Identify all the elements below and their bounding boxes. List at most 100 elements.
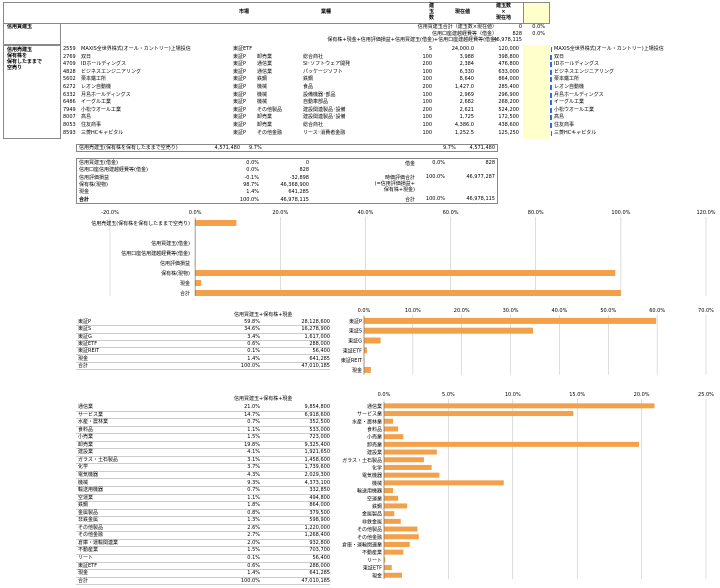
bar bbox=[384, 464, 432, 470]
short-label: 信用売建玉 保有株を 保有したままで 空売り bbox=[7, 47, 42, 71]
industry2: 建設関連製品･設備 bbox=[303, 106, 346, 113]
bar bbox=[384, 403, 655, 409]
row-pct: 1.5% bbox=[247, 547, 260, 554]
industry1: 卸売業 bbox=[257, 53, 273, 60]
category-label: 小売業 bbox=[367, 434, 382, 441]
short-row: 7949 小松ウオール工業 東証P その他製品 建設関連製品･設備 200 2,621 524… bbox=[61, 107, 717, 114]
short-row: 6332 月島ホールディングス 東証P 機械 設備機器･部品 100 2,969 296,90… bbox=[61, 92, 717, 99]
short-total-pct2: 9.7% bbox=[443, 145, 456, 151]
top-table: 市場 業種 建 玉 数 現在値 建玉数 × 現在地 信用買建玉 信用買建玉合計（… bbox=[3, 2, 717, 142]
total-label: 保有株+現金+信用評価損益+信用買建玉(借金)+信用口座建越経費等(借金) bbox=[327, 37, 497, 43]
name: IDホールディングス bbox=[81, 61, 126, 68]
row-pct: 19.8% bbox=[244, 441, 260, 448]
row-pct: 0.7% bbox=[247, 419, 260, 426]
tick-label: 100.0% bbox=[611, 210, 630, 216]
industry2: 設備機器･部品 bbox=[303, 91, 336, 98]
category-label: 通信業 bbox=[367, 403, 382, 410]
row-label: 東証G bbox=[78, 333, 92, 340]
row-label: 東証S bbox=[78, 326, 92, 333]
table-row: 合計 100.0% 47,010,185 bbox=[76, 578, 330, 586]
bar bbox=[384, 434, 404, 440]
category-label: 信用評価損益 bbox=[160, 260, 190, 267]
category-label: サービス業 bbox=[357, 411, 382, 418]
row-pct: 14.7% bbox=[244, 411, 260, 418]
row-pct: 0.6% bbox=[247, 562, 260, 569]
short-row: 8053住友商事東証P卸売業総合商社1004,386.0438,6000.9%住… bbox=[61, 122, 717, 129]
summary-table: 信用買建玉(借金) 0.0% 0 信用口座信用建越経費等(借金) 0.0% 828 信用評価… bbox=[76, 158, 498, 204]
code: 2769 bbox=[63, 53, 76, 60]
row-value: 1,458,600 bbox=[304, 456, 330, 463]
value: 268,200 bbox=[498, 99, 519, 106]
market: 東証P bbox=[233, 122, 247, 128]
row-value: 2,029,300 bbox=[304, 471, 330, 478]
summary-label: 保有株(現物) bbox=[79, 181, 108, 188]
header-market: 市場 bbox=[239, 9, 250, 15]
table-row: 金属製品 0.8% 379,500 bbox=[76, 510, 330, 518]
summary-pct: -0.1% bbox=[244, 174, 259, 181]
bar bbox=[364, 337, 381, 344]
tick-label: 120.0% bbox=[696, 210, 715, 216]
industry2: リース･消費者金融 bbox=[303, 129, 346, 136]
bar bbox=[384, 503, 408, 509]
tick-label: 0.0% bbox=[358, 308, 371, 314]
code: 6486 bbox=[63, 99, 76, 106]
short-row: 6486イーグル工業東証P機械自動車部品1002,682268,2000.6%イ… bbox=[61, 99, 717, 106]
short-total-value: 4,571,480 bbox=[214, 145, 240, 151]
table-row: その他製品 2.6% 1,220,000 bbox=[76, 525, 330, 533]
table-row: 小売業 1.5% 723,000 bbox=[76, 434, 330, 442]
industry2: 総合商社 bbox=[303, 122, 324, 128]
bar bbox=[384, 557, 386, 563]
name2: レオン自動機 bbox=[554, 84, 585, 90]
summary-pct: 1.4% bbox=[246, 189, 259, 196]
bar bbox=[195, 220, 237, 226]
bar bbox=[384, 541, 410, 547]
row-value: 494,800 bbox=[309, 494, 330, 501]
tick-label: 0.0% bbox=[378, 392, 391, 398]
category-label: 化学 bbox=[372, 464, 382, 471]
name: レオン自動機 bbox=[81, 84, 112, 90]
name2: IDホールディングス bbox=[554, 61, 599, 68]
row-label: 東証ETF bbox=[78, 562, 98, 569]
total-pct: 0.0% bbox=[532, 24, 545, 30]
table-row: ガラス・土石製品 3.1% 1,458,600 bbox=[76, 457, 330, 465]
category-label: 建設業 bbox=[367, 449, 382, 456]
row-pct: 0.1% bbox=[247, 348, 260, 355]
tick-label: 40.0% bbox=[357, 210, 373, 216]
tick-label: 40.0% bbox=[551, 308, 567, 314]
total-pct: 0.0% bbox=[532, 30, 545, 37]
name: 高島 bbox=[81, 114, 92, 121]
qty: 100 bbox=[422, 114, 432, 121]
total-label: 信用口座建越経費等（借金） bbox=[431, 30, 497, 37]
row-label: 空運業 bbox=[78, 494, 94, 501]
short-row: 6272レオン自動機東証P機械食品2001,427.0285,4000.6%レオ… bbox=[61, 84, 717, 91]
category-label: 東証G bbox=[348, 338, 362, 345]
category-label: ガラス・土石製品 bbox=[342, 457, 382, 464]
pct-bar bbox=[548, 123, 552, 128]
summary-r-pct: 100.0% bbox=[425, 196, 445, 202]
row-label: 卸売業 bbox=[78, 441, 94, 448]
summary-pct: 100.0% bbox=[239, 196, 259, 203]
value: 125,250 bbox=[498, 129, 519, 136]
summary-value: 641,285 bbox=[288, 189, 309, 196]
table-row: 非鉄金属 1.3% 598,900 bbox=[76, 517, 330, 525]
category-label: 金属製品 bbox=[362, 511, 382, 518]
row-label: 現金 bbox=[78, 570, 89, 577]
code: 7949 bbox=[63, 106, 76, 113]
category-label: 信用買建玉(借金) bbox=[151, 240, 190, 247]
industry1: 機械 bbox=[257, 99, 268, 106]
row-label: 輸送用機器 bbox=[78, 487, 104, 494]
pct-bar bbox=[550, 115, 552, 121]
short-highlight bbox=[523, 45, 550, 139]
price: 2,621 bbox=[459, 106, 474, 113]
row-pct: 0.8% bbox=[247, 509, 260, 516]
table-row: リート 0.1% 56,400 bbox=[76, 555, 330, 563]
row-value: 598,900 bbox=[309, 517, 330, 524]
row-label: 合計 bbox=[78, 362, 89, 369]
bar bbox=[195, 280, 202, 286]
tick-label: 0.0% bbox=[189, 210, 202, 216]
row-label: 合計 bbox=[78, 577, 89, 584]
industry1: 卸売業 bbox=[257, 114, 273, 121]
short-total-row: 信用売建玉(保有株を保有したままで空売り) 9.7% 4,571,480 9.7… bbox=[76, 144, 498, 152]
code: 8053 bbox=[63, 122, 76, 128]
qty: 100 bbox=[422, 122, 432, 128]
